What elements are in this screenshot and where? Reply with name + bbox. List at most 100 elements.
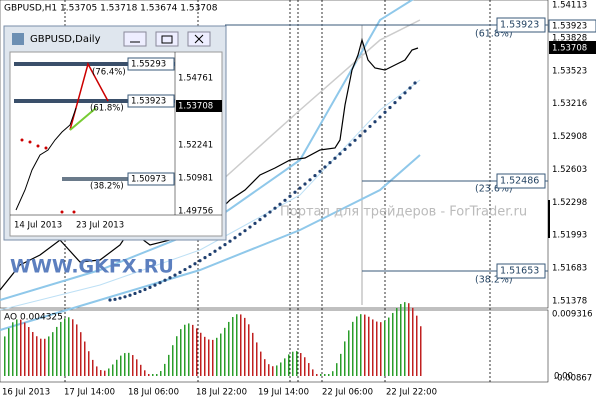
sar-dot — [198, 259, 202, 263]
price-axis-label: 1.53523 — [552, 66, 587, 76]
ao-bar — [400, 304, 402, 376]
ao-bar — [300, 353, 302, 376]
sar-dot — [208, 252, 212, 257]
maximize-button[interactable] — [155, 31, 179, 47]
ao-bar — [72, 319, 74, 376]
sar-dot — [293, 190, 297, 194]
ao-bar — [164, 363, 166, 376]
fibo-price: 1.53923 — [500, 20, 539, 31]
ao-bar — [348, 330, 350, 376]
sar-dot — [378, 115, 382, 119]
ao-bar — [404, 302, 406, 376]
sar-dot — [138, 289, 142, 294]
price-axis-label: 1.51683 — [552, 264, 587, 274]
inset-fibo-label: (38.2%) — [90, 182, 124, 192]
ao-bar — [224, 327, 226, 376]
sar-dot — [413, 81, 417, 85]
inset-fibo-label: (61.8%) — [90, 104, 124, 114]
minimize-button[interactable] — [123, 31, 147, 47]
sar-dot — [213, 249, 217, 253]
sar-dot — [123, 295, 127, 299]
ao-bar — [132, 355, 134, 376]
ao-bar — [108, 368, 110, 376]
sar-dot — [358, 134, 362, 138]
logo: WWW.GKFX.RU — [10, 256, 174, 278]
ao-bar — [12, 322, 14, 376]
ao-bar — [20, 319, 22, 376]
ao-bar — [296, 351, 298, 376]
sar-dot — [248, 225, 252, 229]
sar-dot — [363, 129, 367, 133]
price-axis-label: 1.54113 — [552, 1, 587, 11]
inset-time-label: 23 Jul 2013 — [76, 221, 124, 231]
ao-bar — [120, 355, 122, 376]
price-axis-label: 1.52603 — [552, 165, 587, 175]
ao-bar — [288, 354, 290, 376]
sar-dot — [288, 194, 292, 198]
ao-bar — [376, 321, 378, 376]
ao-bar — [292, 351, 294, 376]
sar-dot — [348, 143, 352, 147]
ao-bar — [200, 332, 202, 376]
ao-bar — [412, 307, 414, 376]
ao-bar — [312, 369, 314, 376]
ao-bar — [152, 374, 154, 376]
ao-bar — [340, 353, 342, 376]
sar-dot — [258, 218, 262, 222]
level-price-tag: 1.53923 — [552, 22, 587, 32]
ao-bar — [388, 317, 390, 376]
sar-dot — [143, 287, 147, 292]
ao-bar — [188, 323, 190, 376]
sar-dot — [228, 239, 232, 243]
ao-bar — [284, 358, 286, 376]
ao-bar — [384, 320, 386, 376]
sar-dot — [283, 198, 287, 202]
ao-bar — [204, 336, 206, 376]
time-axis-label: 18 Jul 06:00 — [128, 388, 179, 398]
ao-bar — [180, 329, 182, 376]
inset-fibo-price: 1.50973 — [131, 175, 166, 185]
symbol-info: GBPUSD,H1 1.53705 1.53718 1.53674 1.5370… — [4, 4, 218, 14]
sar-dot — [253, 221, 257, 225]
ao-bar — [144, 370, 146, 376]
price-line — [0, 37, 419, 291]
inset-price-axis: 1.50981 — [178, 174, 213, 184]
ao-bar — [268, 364, 270, 376]
time-axis-label: 18 Jul 22:00 — [196, 388, 247, 398]
ao-bar — [252, 332, 254, 376]
ao-bar — [396, 308, 398, 376]
indicator-axis: 0.009316 — [552, 310, 593, 320]
sar-dot — [233, 236, 237, 240]
sar-dot — [273, 206, 277, 210]
ao-bar — [8, 328, 10, 376]
sar-dot — [243, 229, 247, 233]
sar-dot — [193, 262, 197, 266]
ao-bar — [420, 326, 422, 376]
price-axis-label: 1.52908 — [552, 132, 587, 142]
channels — [0, 0, 421, 331]
ao-bar — [60, 321, 62, 376]
price-axis-label: 1.52298 — [552, 198, 587, 208]
sar-dot — [263, 214, 267, 218]
ao-bar — [392, 312, 394, 376]
inset-time-label: 14 Jul 2013 — [14, 221, 62, 231]
ao-bar — [352, 321, 354, 376]
ao-bar — [364, 314, 366, 376]
ao-bar — [248, 324, 250, 376]
ao-bar — [260, 351, 262, 376]
inset-fibo-price: 1.53923 — [131, 97, 166, 107]
sar-dot — [343, 147, 347, 151]
ao-bar — [56, 326, 58, 376]
indicator-axis: 0.00 — [554, 372, 573, 382]
ao-histogram — [4, 302, 422, 376]
sar-dot — [313, 173, 317, 178]
ao-bar — [240, 314, 242, 376]
sar-dot — [298, 186, 302, 190]
price-axis-label: 1.51993 — [552, 231, 587, 241]
watermark: Портал для трейдеров - ForTrader.ru — [280, 205, 527, 220]
price-axis: 1.54113 1.53828 1.53523 1.53216 1.52908 1.526… — [552, 1, 587, 307]
ao-bar — [48, 336, 50, 376]
time-axis-label: 17 Jul 14:00 — [64, 388, 115, 398]
time-axis-label: 22 Jul 06:00 — [322, 388, 373, 398]
